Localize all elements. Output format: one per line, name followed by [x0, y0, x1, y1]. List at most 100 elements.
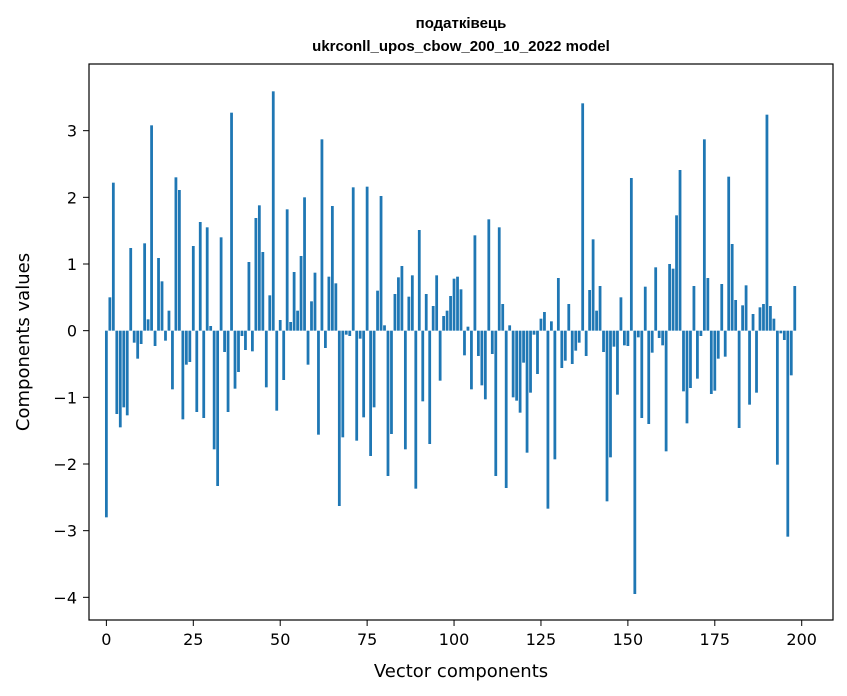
- bar: [379, 196, 383, 331]
- bar: [744, 285, 748, 331]
- x-tick-label: 0: [101, 630, 111, 649]
- bar: [539, 318, 543, 331]
- bar: [153, 330, 157, 346]
- bar: [230, 112, 233, 331]
- bar: [219, 237, 223, 331]
- bar: [351, 187, 355, 331]
- bar: [654, 267, 658, 331]
- bar: [563, 330, 567, 361]
- bar: [118, 330, 122, 428]
- x-tick-label: 75: [357, 630, 377, 649]
- bar: [337, 330, 341, 506]
- bar: [782, 330, 786, 340]
- bar: [365, 186, 369, 331]
- bar: [195, 330, 199, 412]
- bar: [685, 330, 689, 424]
- bar: [122, 330, 126, 408]
- bar: [532, 330, 536, 335]
- bar: [289, 322, 293, 331]
- bar: [209, 326, 213, 331]
- bar: [397, 277, 400, 331]
- bar: [581, 103, 585, 331]
- bar: [765, 114, 769, 331]
- bar: [647, 330, 651, 424]
- y-tick-label: 2: [67, 188, 77, 207]
- bar: [108, 297, 112, 331]
- bar: [602, 330, 605, 352]
- bar: [772, 318, 776, 331]
- bar: [463, 330, 466, 356]
- bar: [483, 330, 487, 400]
- bar: [494, 330, 498, 476]
- bar: [372, 330, 376, 408]
- bar: [414, 330, 418, 489]
- bar: [369, 330, 372, 456]
- bar: [233, 330, 237, 389]
- bar: [390, 330, 393, 434]
- bar: [240, 330, 244, 336]
- bar: [386, 330, 390, 476]
- bar: [111, 182, 115, 331]
- bar: [678, 170, 682, 331]
- bar: [136, 330, 140, 359]
- bar: [449, 296, 452, 331]
- bar: [501, 304, 505, 331]
- bar: [730, 244, 734, 331]
- bar: [115, 330, 119, 414]
- bar: [755, 330, 758, 393]
- bar: [470, 330, 473, 390]
- bar: [786, 330, 790, 537]
- y-tick-label: −2: [53, 455, 77, 474]
- x-tick-label: 200: [786, 630, 817, 649]
- bar: [706, 278, 710, 331]
- bar: [198, 222, 202, 331]
- y-tick-label: −3: [53, 522, 77, 541]
- x-tick-label: 50: [270, 630, 290, 649]
- bar: [536, 330, 539, 374]
- bar: [212, 330, 216, 450]
- bar: [271, 91, 275, 331]
- bar: [424, 294, 428, 331]
- bar: [164, 330, 167, 341]
- bar: [560, 330, 564, 368]
- bar: [657, 330, 661, 338]
- bar: [292, 272, 296, 331]
- chart-subtitle: ukrconll_upos_cbow_200_10_2022 model: [312, 38, 610, 55]
- bar: [313, 272, 317, 331]
- bar: [518, 330, 522, 413]
- bar: [497, 227, 501, 331]
- bar: [362, 330, 366, 418]
- bar: [727, 176, 731, 331]
- bar: [748, 330, 751, 405]
- bar: [682, 330, 685, 392]
- bar: [132, 330, 136, 343]
- bar: [358, 330, 362, 339]
- bar: [595, 310, 598, 331]
- bars-group: [104, 91, 797, 594]
- x-axis-label: Vector components: [374, 661, 548, 682]
- bar: [466, 326, 470, 331]
- bar: [254, 218, 258, 331]
- bar: [543, 312, 546, 331]
- bar: [327, 276, 331, 331]
- bar: [609, 330, 612, 458]
- bar: [702, 139, 706, 331]
- bar: [452, 278, 456, 331]
- bar: [793, 286, 797, 331]
- bar: [661, 330, 665, 346]
- bar: [330, 206, 334, 331]
- bar: [504, 330, 508, 488]
- bar: [191, 246, 195, 331]
- bar: [310, 301, 313, 331]
- bar: [400, 266, 404, 331]
- bar: [264, 330, 268, 388]
- bar: [623, 330, 626, 346]
- bar: [598, 286, 602, 331]
- bar: [633, 330, 637, 594]
- bar: [574, 330, 578, 351]
- bar: [320, 139, 324, 331]
- bar: [515, 330, 519, 401]
- bar: [226, 330, 230, 412]
- bar: [709, 330, 713, 394]
